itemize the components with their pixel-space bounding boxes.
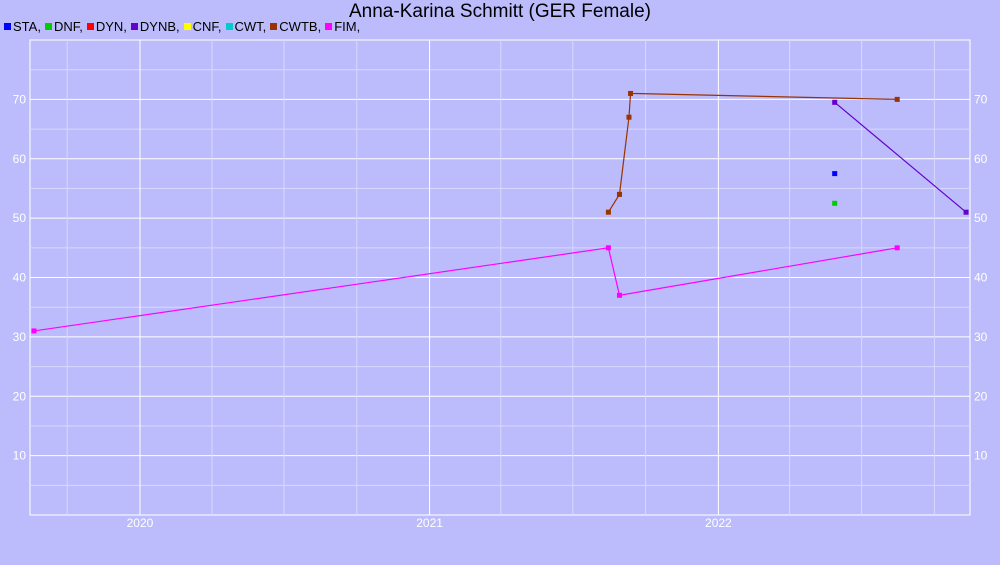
legend: STA, DNF, DYN, DYNB, CNF, CWT, CWTB, FIM,: [4, 19, 364, 34]
legend-swatch-2: [86, 23, 94, 30]
legend-swatch-3: [130, 23, 138, 30]
x-tick-label: 2022: [705, 516, 732, 530]
y-tick-label-right: 20: [974, 389, 988, 403]
legend-swatch-4: [183, 23, 191, 30]
y-tick-label-right: 30: [974, 330, 988, 344]
data-point-fim: [31, 328, 37, 334]
x-tick-label: 2021: [416, 516, 443, 530]
y-tick-label-left: 40: [13, 271, 27, 285]
data-point-cwtb: [626, 114, 632, 120]
legend-label-7: FIM,: [334, 19, 361, 34]
data-point-cwtb: [628, 90, 634, 96]
legend-item-4: CNF,: [183, 19, 222, 34]
y-tick-label-left: 50: [13, 211, 27, 225]
data-point-dnf: [832, 200, 838, 206]
legend-item-1: DNF,: [44, 19, 83, 34]
data-point-sta: [832, 171, 838, 177]
data-point-fim: [616, 292, 622, 298]
y-tick-label-right: 40: [974, 271, 988, 285]
data-point-cwtb: [605, 209, 611, 215]
data-point-cwtb: [894, 96, 900, 102]
data-point-cwtb: [616, 191, 622, 197]
legend-item-2: DYN,: [86, 19, 127, 34]
legend-item-7: FIM,: [325, 19, 360, 34]
data-point-fim: [894, 245, 900, 251]
legend-item-3: DYNB,: [130, 19, 180, 34]
series-line-dynb: [834, 101, 967, 213]
series-line-fim: [33, 247, 898, 332]
legend-label-1: DNF,: [53, 19, 83, 34]
legend-label-0: STA,: [13, 19, 41, 34]
legend-label-3: DYNB,: [139, 19, 180, 34]
legend-swatch-0: [4, 23, 11, 30]
data-point-dynb: [832, 99, 838, 105]
data-point-dynb: [963, 209, 969, 215]
y-tick-label-right: 70: [974, 92, 988, 106]
y-tick-label-right: 60: [974, 152, 988, 166]
y-tick-label-left: 30: [13, 330, 27, 344]
legend-swatch-5: [225, 23, 233, 30]
data-point-fim: [605, 245, 611, 251]
y-tick-label-right: 50: [974, 211, 988, 225]
legend-swatch-1: [44, 23, 52, 30]
legend-item-6: CWTB,: [270, 19, 321, 34]
y-tick-label-left: 70: [13, 92, 27, 106]
y-tick-label-left: 60: [13, 152, 27, 166]
legend-swatch-7: [325, 23, 333, 30]
legend-label-2: DYN,: [95, 19, 127, 34]
legend-label-6: CWTB,: [279, 19, 322, 34]
chart-title: Anna-Karina Schmitt (GER Female): [349, 1, 651, 22]
legend-item-5: CWT,: [225, 19, 267, 34]
y-tick-label-left: 20: [13, 389, 27, 403]
x-tick-label: 2020: [127, 516, 154, 530]
y-tick-label-left: 10: [13, 449, 27, 463]
legend-label-5: CWT,: [234, 19, 267, 34]
series-line-cwtb: [607, 92, 898, 213]
legend-swatch-6: [270, 23, 278, 30]
legend-item-0: STA,: [4, 19, 41, 34]
y-tick-label-right: 10: [974, 449, 988, 463]
legend-label-4: CNF,: [192, 19, 222, 34]
